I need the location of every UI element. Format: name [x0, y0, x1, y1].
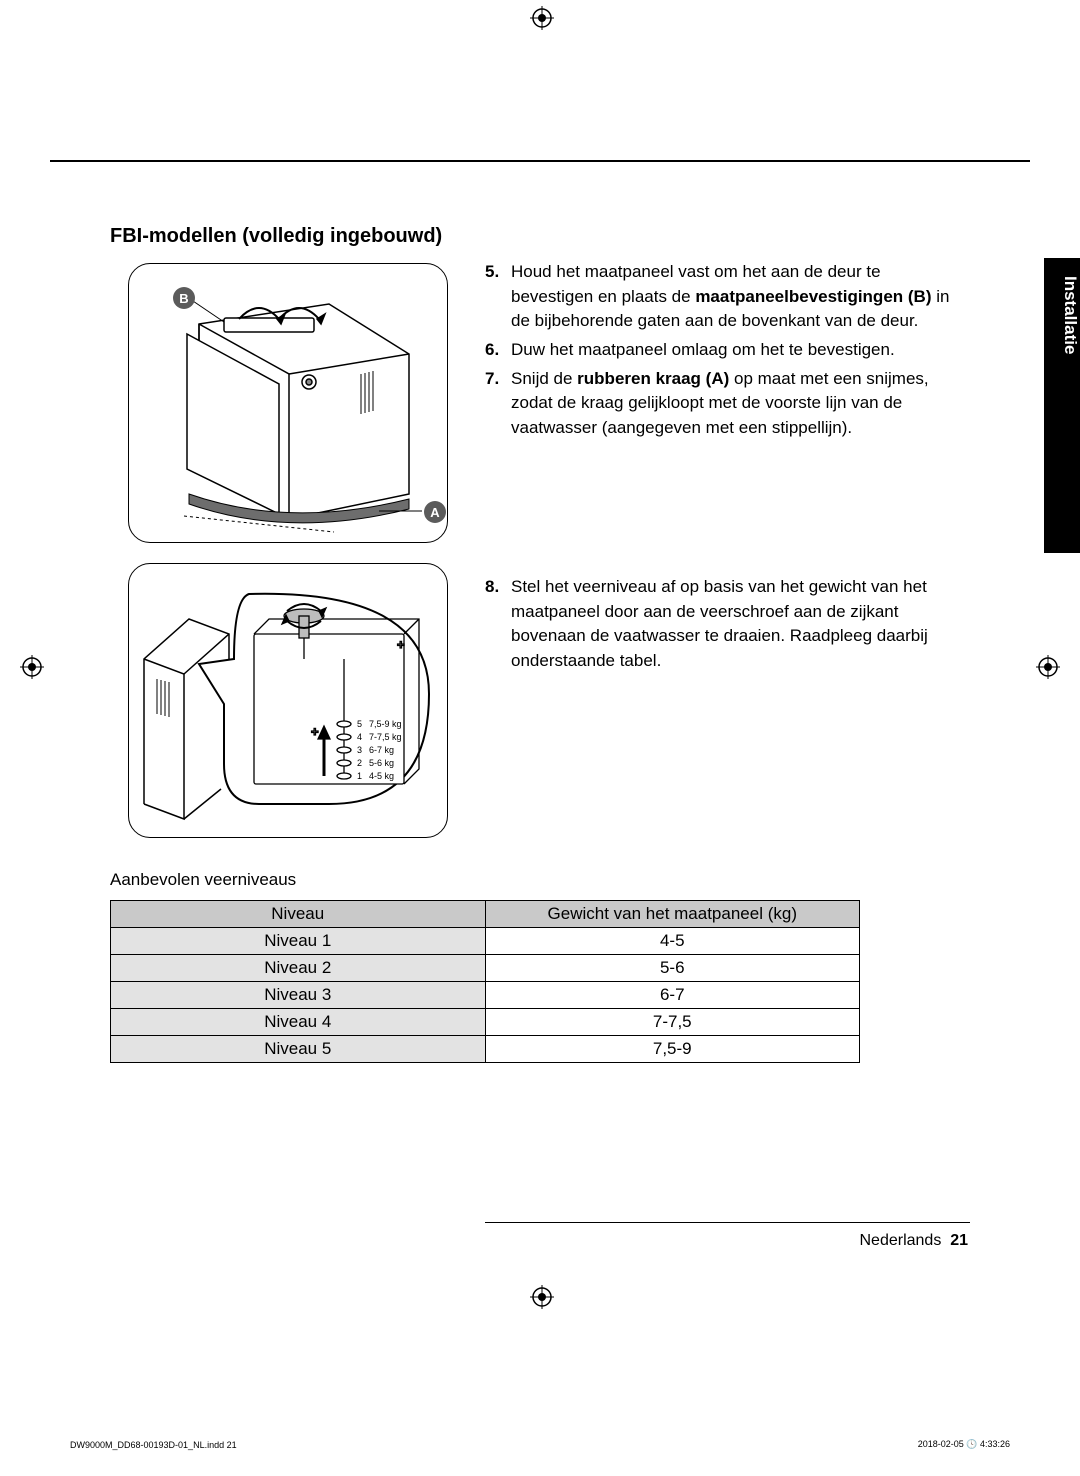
instruction-steps-5-7: 5. Houd het maatpaneel vast om het aan de…	[485, 260, 965, 444]
table-cell-weight: 4-5	[485, 928, 860, 955]
step-bold-term: rubberen kraag (A)	[577, 369, 729, 388]
table-cell-level: Niveau 3	[111, 982, 486, 1009]
figure-label-b: B	[173, 287, 195, 309]
footer-language: Nederlands	[859, 1232, 941, 1249]
step-text: Stel het veerniveau af op basis van het …	[511, 577, 928, 670]
step-text: Snijd de rubberen kraag (A) op maat met …	[511, 369, 929, 437]
registration-mark-right	[1036, 655, 1060, 679]
scale-level-number: 1	[357, 771, 362, 781]
footer-page-number: 21	[950, 1232, 968, 1249]
scale-level-weight: 4-5 kg	[369, 771, 394, 781]
table-cell-weight: 7,5-9	[485, 1036, 860, 1063]
spring-level-table: NiveauGewicht van het maatpaneel (kg) Ni…	[110, 900, 860, 1063]
table-header-cell: Niveau	[111, 901, 486, 928]
table-cell-level: Niveau 1	[111, 928, 486, 955]
instruction-step: 8. Stel het veerniveau af op basis van he…	[485, 575, 965, 674]
table-cell-weight: 7-7,5	[485, 1009, 860, 1036]
table-cell-level: Niveau 4	[111, 1009, 486, 1036]
step-number: 5.	[485, 260, 499, 285]
scale-level-weight: 7,5-9 kg	[369, 719, 402, 729]
section-heading: FBI-modellen (volledig ingebouwd)	[110, 225, 442, 248]
table-cell-weight: 6-7	[485, 982, 860, 1009]
registration-mark-top	[530, 6, 554, 30]
instruction-step: 7. Snijd de rubberen kraag (A) op maat me…	[485, 367, 965, 441]
step-text: Houd het maatpaneel vast om het aan de d…	[511, 262, 949, 330]
instruction-step: 5. Houd het maatpaneel vast om het aan de…	[485, 260, 965, 334]
scale-level-number: 5	[357, 719, 362, 729]
plus-top-icon: +	[397, 637, 405, 652]
scale-level-weight: 6-7 kg	[369, 745, 394, 755]
scale-level-number: 3	[357, 745, 362, 755]
page-footer: Nederlands 21	[859, 1232, 968, 1250]
scale-level-weight: 5-6 kg	[369, 758, 394, 768]
print-meta-timestamp: 2018-02-05 🕓 4:33:26	[918, 1439, 1010, 1450]
step-text: Duw het maatpaneel omlaag om het te beve…	[511, 340, 895, 359]
table-row: Niveau 14-5	[111, 928, 860, 955]
table-header-cell: Gewicht van het maatpaneel (kg)	[485, 901, 860, 928]
step-number: 7.	[485, 367, 499, 392]
registration-mark-bottom	[530, 1285, 554, 1309]
table-cell-level: Niveau 2	[111, 955, 486, 982]
footer-rule	[485, 1222, 970, 1223]
figure-spring-adjustment: + + 5 7,5-9 kg 4 7-7,5 kg 3 6-7 kg 2 5-6 kg 1 4-5…	[128, 563, 448, 838]
table-caption: Aanbevolen veerniveaus	[110, 870, 296, 890]
step-number: 6.	[485, 338, 499, 363]
registration-mark-left	[20, 655, 44, 679]
plus-arrow-icon: +	[311, 724, 319, 739]
section-tab: Installatie	[1044, 258, 1080, 553]
instruction-step: 6. Duw het maatpaneel omlaag om het te be…	[485, 338, 965, 363]
table-row: Niveau 57,5-9	[111, 1036, 860, 1063]
table-row: Niveau 36-7	[111, 982, 860, 1009]
figure-label-a: A	[424, 501, 446, 523]
figure-panel-mounting: B A	[128, 263, 448, 543]
scale-level-number: 4	[357, 732, 362, 742]
table-row: Niveau 47-7,5	[111, 1009, 860, 1036]
spring-adjust-diagram: + + 5 7,5-9 kg 4 7-7,5 kg 3 6-7 kg 2 5-6 kg 1 4-5…	[129, 564, 449, 839]
instruction-step-8: 8. Stel het veerniveau af op basis van he…	[485, 575, 965, 678]
step-bold-term: maatpaneelbevestigingen (B)	[695, 287, 931, 306]
table-row: Niveau 25-6	[111, 955, 860, 982]
step-number: 8.	[485, 575, 499, 600]
table-cell-level: Niveau 5	[111, 1036, 486, 1063]
print-meta-filename: DW9000M_DD68-00193D-01_NL.indd 21	[70, 1440, 237, 1450]
table-cell-weight: 5-6	[485, 955, 860, 982]
scale-level-weight: 7-7,5 kg	[369, 732, 402, 742]
scale-level-number: 2	[357, 758, 362, 768]
